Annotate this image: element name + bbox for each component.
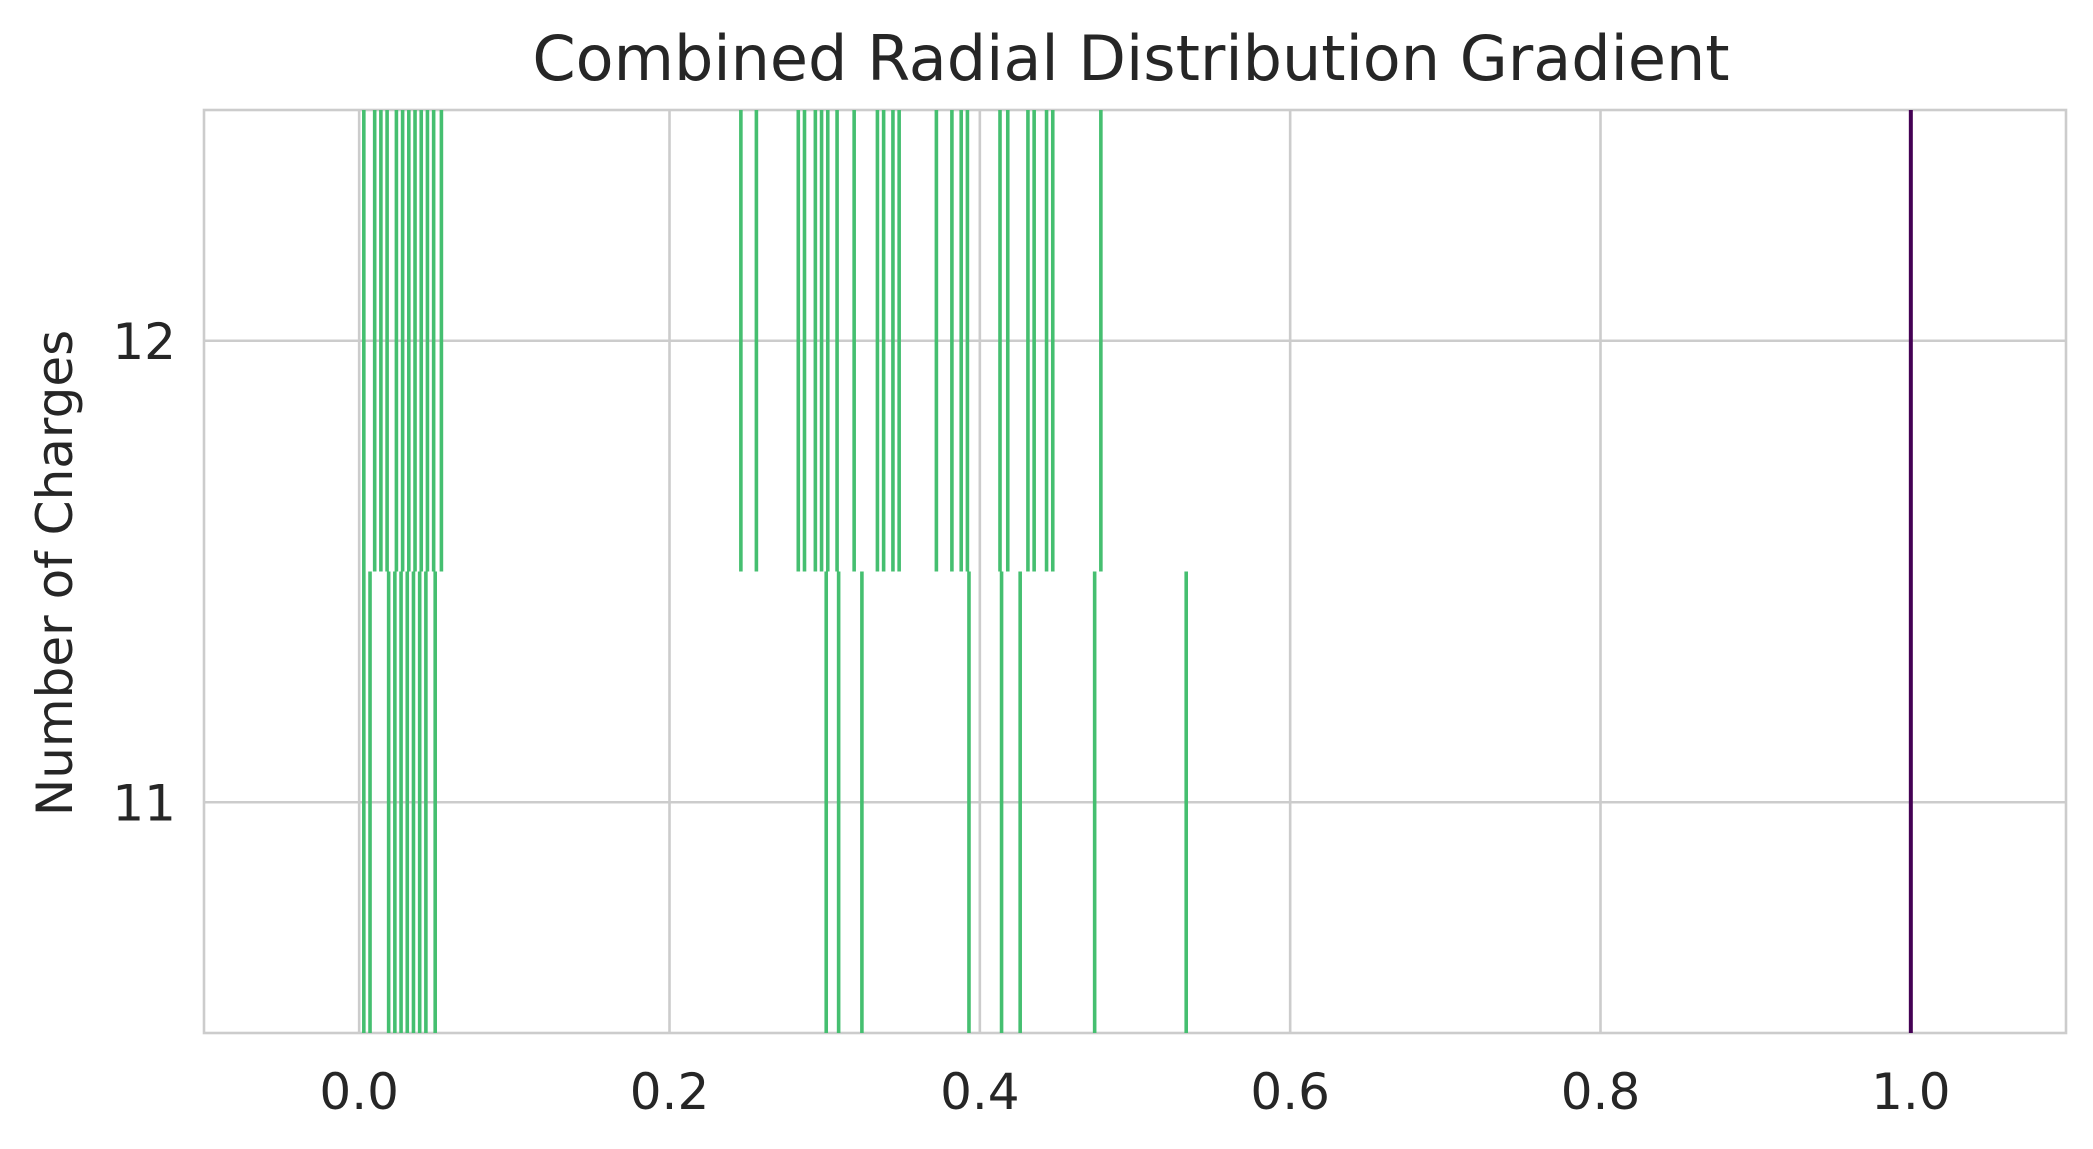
x-tick-label: 0.8 <box>1561 1063 1641 1121</box>
chart-title: Combined Radial Distribution Gradient <box>532 22 1729 95</box>
y-tick-label: 11 <box>112 774 176 832</box>
x-tick-label: 0.2 <box>630 1063 710 1121</box>
x-tick-label: 0.0 <box>319 1063 399 1121</box>
grid <box>204 110 2066 1033</box>
x-tick-label: 0.4 <box>940 1063 1020 1121</box>
x-axis-ticks: 0.0 0.2 0.4 0.6 0.8 1.0 <box>319 1063 1950 1121</box>
plot-area-frame <box>202 108 2068 1035</box>
x-tick-label: 1.0 <box>1871 1063 1951 1121</box>
y-axis-ticks: 11 12 <box>112 313 176 833</box>
chart-marks <box>362 110 1913 1033</box>
x-tick-label: 0.6 <box>1250 1063 1330 1121</box>
y-axis-label: Number of Charges <box>26 330 84 816</box>
y-tick-label: 12 <box>112 313 176 371</box>
